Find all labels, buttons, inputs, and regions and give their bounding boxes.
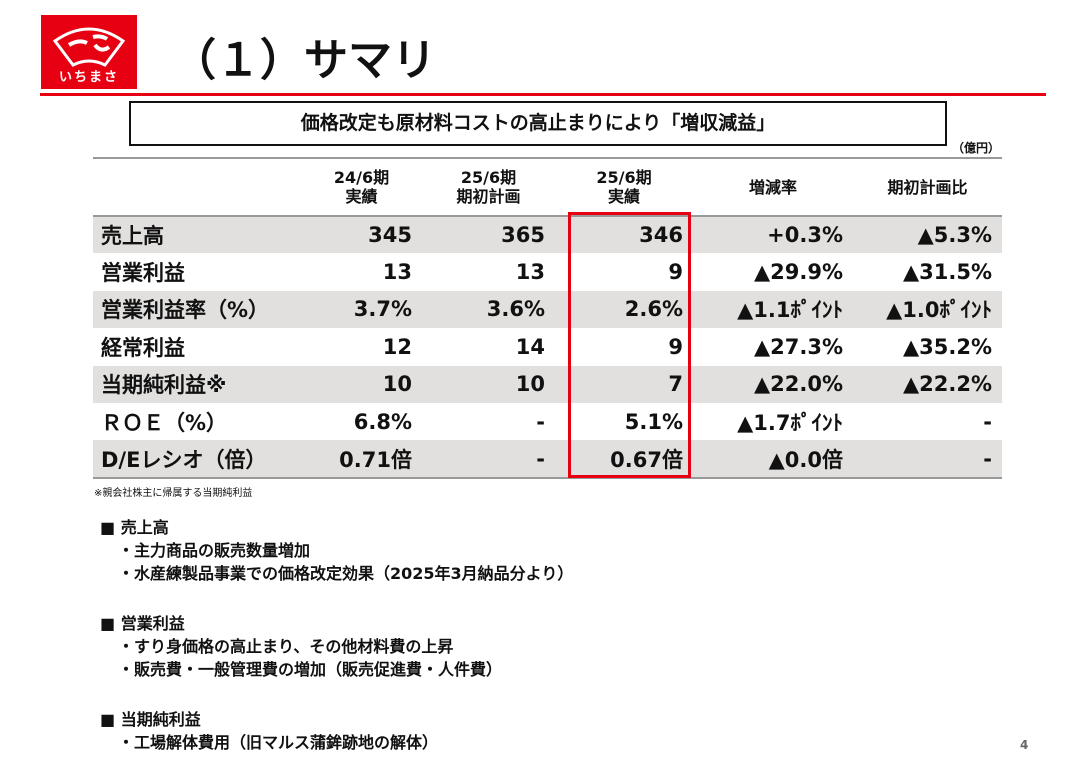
bullet-section: ■ 営業利益・すり身価格の高止まり、その他材料費の上昇・販売費・一般管理費の増加… — [100, 612, 502, 681]
table-row: 経常利益 12 14 9 ▲27.3% ▲35.2% — [93, 328, 1002, 365]
cell-value: ▲5.3% — [917, 223, 992, 248]
table-row: 営業利益 13 13 9 ▲29.9% ▲31.5% — [93, 253, 1002, 290]
footnote: ※親会社株主に帰属する当期純利益 — [94, 488, 253, 499]
highlight-box — [568, 212, 691, 478]
table-row: 営業利益率（%） 3.7% 3.6% 2.6% ▲1.1ﾎﾟｲﾝﾄ ▲1.0ﾎﾟｲﾝﾄ — [93, 290, 1002, 329]
cell-value: 13 — [382, 260, 412, 285]
column-header-line: 実績 — [345, 187, 378, 206]
cell-value: 0.67倍 — [610, 447, 683, 472]
summary-table: 24/6期 実績 25/6期 期初計画 25/6期 実績 増減率 期初計画比 売上高 345 36… — [93, 157, 1002, 479]
cell-value: ▲27.3% — [753, 334, 843, 359]
title-divider — [40, 93, 1046, 96]
cell-value: ▲31.5% — [902, 260, 992, 285]
column-header: 期初計画比 — [853, 158, 1002, 216]
header-empty — [93, 158, 301, 216]
cell-value: ▲35.2% — [902, 334, 992, 359]
cell-value: 9 — [668, 334, 683, 359]
row-label: 経常利益 — [101, 335, 185, 360]
section-title: ■ 営業利益 — [100, 614, 185, 633]
cell-value: 14 — [515, 334, 545, 359]
cell-value: 0.71倍 — [339, 447, 412, 472]
column-header-line: 実績 — [607, 187, 640, 206]
cell-value: ▲1.1ﾎﾟｲﾝﾄ — [737, 298, 843, 323]
table-row: 当期純利益※ 10 10 7 ▲22.0% ▲22.2% — [93, 365, 1002, 403]
bullet-section: ■ 当期純利益・工場解体費用（旧マルス蒲鉾跡地の解体） — [100, 708, 438, 754]
cell-value: 3.7% — [353, 297, 412, 322]
cell-value: ▲1.0ﾎﾟｲﾝﾄ — [886, 298, 992, 323]
cell-value: 365 — [501, 223, 545, 248]
company-logo: いちまさ — [41, 15, 137, 89]
bullet-item: ・工場解体費用（旧マルス蒲鉾跡地の解体） — [118, 733, 439, 752]
cell-value: - — [983, 446, 992, 471]
bullet-item: ・販売費・一般管理費の増加（販売促進費・人件費） — [118, 660, 503, 679]
section-title: ■ 売上高 — [100, 518, 169, 537]
cell-value: 5.1% — [624, 409, 683, 434]
cell-value: ▲0.0倍 — [768, 447, 843, 472]
cell-value: 13 — [515, 260, 545, 285]
table-row: D/Eレシオ（倍） 0.71倍 - 0.67倍 ▲0.0倍 - — [93, 440, 1002, 478]
cell-value: 7 — [668, 372, 683, 397]
column-header-line: 期初計画比 — [887, 177, 968, 197]
cell-value: 6.8% — [353, 409, 412, 434]
row-label: 当期純利益※ — [101, 373, 227, 398]
column-header: 25/6期 期初計画 — [422, 158, 555, 216]
cell-value: ▲22.2% — [902, 372, 992, 397]
cell-value: 3.6% — [486, 297, 545, 322]
row-label: 営業利益 — [101, 261, 185, 286]
cell-value: +0.3% — [767, 223, 843, 248]
row-label: D/Eレシオ（倍） — [101, 447, 267, 472]
column-header-line: 増減率 — [748, 177, 797, 197]
cell-value: - — [983, 409, 992, 434]
cell-value: - — [536, 409, 545, 434]
section-title: ■ 当期純利益 — [100, 710, 201, 729]
cell-value: - — [536, 446, 545, 471]
logo-text: いちまさ — [58, 70, 119, 85]
table-header-row: 24/6期 実績 25/6期 期初計画 25/6期 実績 増減率 期初計画比 — [93, 158, 1002, 216]
fan-logo-icon — [52, 27, 126, 67]
bullet-item: ・水産練製品事業での価格改定効果（2025年3月納品分より） — [118, 564, 574, 583]
unit-label: （億円） — [952, 141, 1001, 155]
headline-box: 価格改定も原材料コストの高止まりにより「増収減益」 — [129, 101, 947, 146]
page-number: 4 — [1020, 738, 1029, 752]
row-label: ＲＯＥ（%） — [101, 410, 228, 435]
column-header: 増減率 — [693, 158, 853, 216]
cell-value: 9 — [668, 260, 683, 285]
cell-value: 12 — [382, 334, 412, 359]
table-row: ＲＯＥ（%） 6.8% - 5.1% ▲1.7ﾎﾟｲﾝﾄ - — [93, 403, 1002, 440]
row-label: 営業利益率（%） — [101, 298, 270, 323]
bullet-item: ・すり身価格の高止まり、その他材料費の上昇 — [118, 637, 454, 656]
column-header-line: 25/6期 — [596, 168, 652, 187]
column-header: 24/6期 実績 — [301, 158, 422, 216]
column-header-line: 期初計画 — [456, 187, 521, 206]
cell-value: 2.6% — [624, 297, 683, 322]
bullet-section: ■ 売上高・主力商品の販売数量増加・水産練製品事業での価格改定効果（2025年3… — [100, 516, 573, 585]
table-row: 売上高 345 365 346 +0.3% ▲5.3% — [93, 216, 1002, 254]
column-header-line: 24/6期 — [333, 168, 390, 187]
cell-value: 10 — [515, 372, 545, 397]
column-header-line: 25/6期 — [460, 168, 517, 187]
cell-value: ▲1.7ﾎﾟｲﾝﾄ — [737, 410, 843, 435]
row-label: 売上高 — [101, 224, 164, 249]
cell-value: 345 — [368, 223, 412, 248]
column-header: 25/6期 実績 — [555, 158, 693, 216]
bullet-item: ・主力商品の販売数量増加 — [118, 541, 311, 560]
cell-value: ▲29.9% — [753, 260, 843, 285]
cell-value: 346 — [639, 223, 683, 248]
cell-value: 10 — [382, 372, 412, 397]
page-title: （１）サマリ — [172, 35, 436, 86]
cell-value: ▲22.0% — [753, 372, 843, 397]
